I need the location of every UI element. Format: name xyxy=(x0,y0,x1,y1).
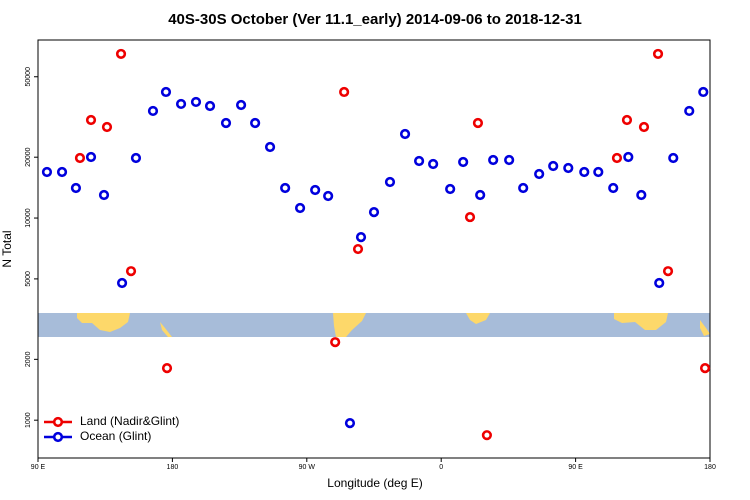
point xyxy=(445,183,456,195)
point xyxy=(70,182,82,194)
legend-symbol xyxy=(52,431,64,443)
point xyxy=(355,231,367,243)
point xyxy=(125,266,137,277)
point xyxy=(98,189,110,201)
point xyxy=(413,155,425,167)
point xyxy=(384,176,396,188)
y-tick-label: 5000 xyxy=(25,271,32,287)
x-tick-label: 90 W xyxy=(299,464,316,471)
point xyxy=(399,128,411,140)
point xyxy=(654,277,665,289)
y-tick-label: 2000 xyxy=(25,351,32,367)
point xyxy=(130,152,142,164)
point xyxy=(220,117,232,129)
point xyxy=(611,152,623,164)
point xyxy=(475,189,486,201)
y-tick-label: 10000 xyxy=(25,208,32,228)
point xyxy=(481,430,492,441)
map-strip xyxy=(38,313,710,337)
point xyxy=(190,96,202,108)
point xyxy=(548,160,559,172)
point xyxy=(204,100,216,112)
point xyxy=(608,182,619,194)
point xyxy=(579,166,590,178)
x-tick-label: 0 xyxy=(439,464,443,471)
point xyxy=(56,166,68,178)
x-tick-label: 90 E xyxy=(568,464,583,471)
point xyxy=(280,182,291,194)
point xyxy=(41,166,53,178)
x-axis-label: Longitude (deg E) xyxy=(327,476,422,490)
legend-label: Ocean (Glint) xyxy=(80,429,151,443)
x-tick-label: 180 xyxy=(704,464,716,471)
point xyxy=(101,121,113,133)
point xyxy=(621,114,633,126)
point xyxy=(662,266,674,277)
point xyxy=(368,207,380,218)
point xyxy=(310,184,321,196)
point xyxy=(593,166,604,178)
point xyxy=(250,117,261,129)
point xyxy=(339,86,350,98)
point xyxy=(235,99,247,111)
point xyxy=(464,211,476,223)
x-tick-label: 180 xyxy=(167,464,179,471)
point xyxy=(115,48,127,60)
point xyxy=(323,190,334,202)
point xyxy=(116,277,128,289)
point xyxy=(563,162,574,174)
x-tick-label: 90 E xyxy=(31,464,46,471)
point xyxy=(652,48,664,60)
point xyxy=(175,98,187,110)
point xyxy=(147,105,159,117)
point xyxy=(161,363,173,374)
point xyxy=(534,168,545,180)
point xyxy=(264,141,276,153)
point xyxy=(668,152,679,164)
plot-frame xyxy=(37,39,711,459)
point xyxy=(74,152,86,164)
point xyxy=(352,243,364,255)
point xyxy=(160,86,172,98)
point xyxy=(294,202,306,214)
point xyxy=(344,418,356,429)
legend-symbol xyxy=(52,416,64,428)
point xyxy=(636,189,647,201)
y-tick-label: 50000 xyxy=(25,67,32,87)
legend-label: Land (Nadir&Glint) xyxy=(80,414,179,428)
point xyxy=(638,121,650,133)
y-tick-label: 1000 xyxy=(25,412,32,428)
point xyxy=(458,156,469,168)
point xyxy=(699,363,711,374)
point xyxy=(85,114,97,126)
point xyxy=(684,105,695,117)
point xyxy=(518,182,529,194)
y-axis-label: N Total xyxy=(0,230,14,267)
point xyxy=(330,337,341,348)
point xyxy=(85,151,97,163)
point xyxy=(504,154,515,166)
chart-title: 40S-30S October (Ver 11.1_early) 2014-09… xyxy=(168,11,582,28)
point xyxy=(472,117,484,129)
point xyxy=(428,158,439,170)
point xyxy=(623,151,634,163)
y-tick-label: 20000 xyxy=(25,147,32,167)
point xyxy=(488,154,499,166)
point xyxy=(698,86,709,98)
